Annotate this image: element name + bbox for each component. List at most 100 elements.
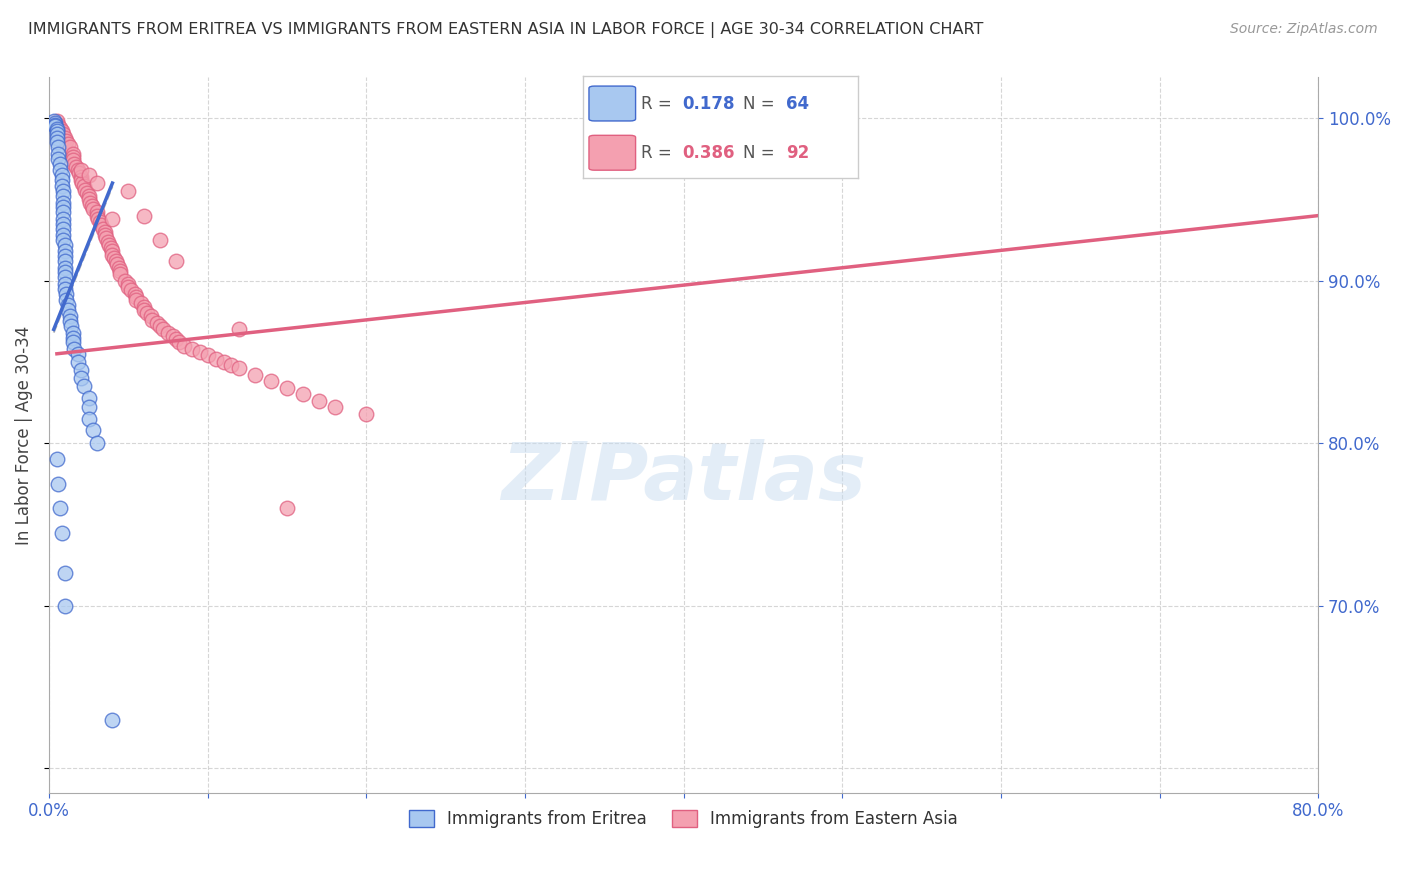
Point (94, 231, 117, 245)
Point (53, 270, 76, 285)
Point (110, 264, 132, 278)
Point (53, 244, 76, 259)
Point (86, 176, 108, 190)
Point (52, 195, 75, 210)
Point (49, 156, 72, 170)
Point (125, 290, 148, 304)
Point (63, 156, 86, 170)
Point (48, 146, 70, 161)
Point (51, 173, 73, 187)
Point (117, 280, 139, 294)
Point (55, 293, 77, 307)
Point (49, 501, 72, 516)
Text: N =: N = (742, 95, 779, 112)
Point (89, 215, 111, 229)
Point (63, 342, 86, 356)
Point (73, 179, 96, 194)
Point (53, 265, 76, 279)
Point (197, 348, 219, 362)
Point (48, 476, 70, 491)
FancyBboxPatch shape (589, 87, 636, 121)
Point (62, 153, 84, 168)
Point (53, 599, 76, 613)
Text: R =: R = (641, 144, 678, 161)
Point (75, 183, 97, 197)
Point (139, 310, 162, 324)
Point (101, 244, 124, 259)
Point (136, 306, 159, 320)
Point (59, 140, 82, 154)
Point (101, 247, 124, 261)
Point (134, 300, 156, 314)
Point (59, 310, 82, 324)
Text: N =: N = (742, 144, 779, 161)
Point (66, 163, 89, 178)
Point (69, 169, 91, 184)
Point (323, 401, 346, 415)
Point (165, 254, 187, 268)
Point (152, 322, 174, 336)
Point (44, 116, 66, 130)
Point (51, 168, 73, 182)
Point (56, 298, 79, 312)
Point (52, 211, 75, 226)
Point (72, 176, 94, 190)
Point (48, 118, 70, 132)
Point (45, 452, 67, 467)
Point (117, 277, 139, 291)
Point (86, 205, 108, 219)
Point (146, 316, 169, 330)
Point (82, 202, 104, 216)
Point (165, 332, 187, 346)
Point (98, 238, 121, 252)
Point (100, 241, 122, 255)
Point (260, 375, 283, 389)
Point (59, 314, 82, 328)
Point (134, 302, 156, 317)
Point (45, 124, 67, 138)
Point (86, 436, 108, 450)
Point (45, 136, 67, 150)
Point (204, 351, 226, 366)
Point (69, 173, 91, 187)
Point (77, 168, 100, 182)
Legend: Immigrants from Eritrea, Immigrants from Eastern Asia: Immigrants from Eritrea, Immigrants from… (402, 803, 965, 834)
Point (52, 189, 75, 203)
Point (56, 302, 79, 317)
Point (101, 713, 124, 727)
Point (49, 120, 72, 135)
Text: 64: 64 (786, 95, 810, 112)
Point (44, 119, 66, 133)
Point (55, 134, 77, 148)
Text: ZIPatlas: ZIPatlas (501, 439, 866, 517)
Point (51, 124, 73, 138)
Point (162, 329, 184, 343)
Point (53, 254, 76, 268)
Point (73, 379, 96, 393)
Point (76, 186, 98, 200)
Point (97, 235, 120, 249)
Point (245, 368, 267, 382)
Point (107, 260, 129, 275)
Point (53, 238, 76, 252)
Point (53, 260, 76, 275)
Point (308, 393, 330, 408)
Point (93, 228, 115, 243)
Point (42, 114, 65, 128)
Point (104, 254, 127, 268)
Point (117, 184, 139, 198)
Point (91, 221, 114, 235)
Point (51, 179, 73, 194)
Point (66, 347, 89, 361)
Point (80, 199, 103, 213)
Point (60, 319, 83, 334)
Point (125, 293, 148, 307)
Point (291, 387, 314, 401)
Point (52, 233, 75, 247)
Point (228, 361, 250, 376)
Point (105, 257, 128, 271)
Point (62, 146, 84, 161)
Point (48, 152, 70, 166)
Point (45, 122, 67, 136)
Point (90, 219, 112, 233)
